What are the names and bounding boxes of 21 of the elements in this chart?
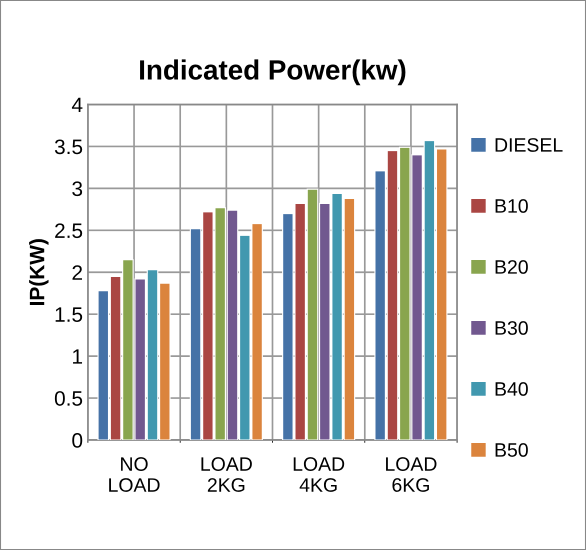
y-tick-label: 0: [72, 433, 82, 448]
chart-title: Indicated Power(kw): [140, 59, 406, 86]
y-tick-label: 2: [72, 265, 82, 280]
y-tick-label: 0.5: [54, 391, 82, 406]
x-tick-label: LOAD 2KG: [201, 457, 252, 492]
legend-label: B20: [496, 260, 528, 274]
legend-label: B50: [496, 443, 528, 457]
legend-label: B10: [496, 199, 528, 213]
y-axis-title: IP(KW): [29, 239, 49, 305]
y-tick-label: 4: [72, 98, 82, 112]
y-tick-label: 2.5: [55, 223, 82, 238]
x-tick-label: LOAD 6KG: [386, 457, 436, 492]
y-tick-label: 1.5: [56, 307, 82, 322]
legend-label: DIESEL: [496, 138, 563, 152]
legend-label: B40: [496, 382, 528, 396]
y-tick-label: 3: [72, 181, 82, 196]
legend-label: B30: [496, 321, 528, 335]
y-tick-label: 1: [73, 349, 82, 364]
x-tick-label: LOAD 4KG: [294, 457, 344, 492]
y-tick-label: 3.5: [54, 139, 82, 154]
x-tick-label: NO LOAD: [109, 457, 160, 492]
